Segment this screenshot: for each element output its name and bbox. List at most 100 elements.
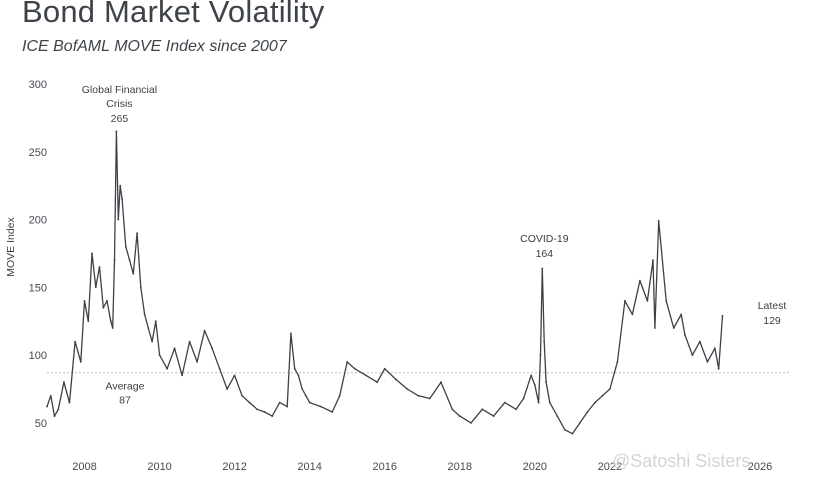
- data-point: [706, 361, 709, 363]
- y-tick-label-300: 300: [29, 79, 47, 91]
- x-tick-label-2018: 2018: [448, 461, 472, 473]
- data-point: [102, 306, 105, 309]
- data-point: [657, 220, 660, 222]
- data-point: [132, 272, 135, 275]
- watermark-text: @Satoshi Sisters: [612, 451, 751, 471]
- data-point: [68, 401, 71, 404]
- data-point: [639, 279, 641, 282]
- data-point: [699, 340, 701, 343]
- data-point: [458, 415, 461, 417]
- data-point: [87, 320, 90, 323]
- data-point: [293, 367, 296, 370]
- data-point: [117, 218, 120, 221]
- data-point: [616, 361, 619, 363]
- chart-subtitle: ICE BofAML MOVE Index since 2007: [22, 38, 287, 55]
- data-point: [515, 408, 517, 411]
- data-point: [539, 354, 542, 356]
- data-point: [109, 320, 112, 323]
- data-point: [106, 300, 108, 302]
- data-point: [53, 415, 56, 417]
- data-point: [383, 367, 386, 370]
- data-point: [256, 408, 258, 411]
- y-axis-label-group: MOVE Index: [5, 216, 17, 276]
- annotation-covid-value: 164: [536, 248, 554, 260]
- data-point: [263, 411, 266, 413]
- data-point: [522, 397, 525, 400]
- data-point: [290, 332, 292, 335]
- data-point: [451, 408, 454, 411]
- data-point: [665, 300, 668, 302]
- data-point: [428, 397, 431, 400]
- x-tick-label-2010: 2010: [147, 461, 171, 473]
- data-point: [376, 381, 379, 384]
- data-point: [346, 361, 349, 363]
- y-tick-label-100: 100: [29, 350, 47, 362]
- data-point: [115, 130, 118, 133]
- average-reference-group: Average 87: [47, 372, 790, 407]
- average-value: 87: [119, 395, 131, 407]
- data-point: [94, 286, 97, 289]
- data-point: [119, 184, 122, 187]
- x-tick-label-2020: 2020: [523, 461, 547, 473]
- data-point: [365, 374, 367, 377]
- data-point: [691, 354, 694, 356]
- y-tick-label-250: 250: [29, 147, 47, 159]
- data-point: [143, 313, 146, 316]
- data-point: [211, 347, 214, 350]
- data-point: [218, 367, 221, 370]
- annotation-latest-value: 129: [763, 315, 781, 327]
- y-tick-label-50: 50: [35, 418, 47, 430]
- data-point: [492, 415, 495, 417]
- data-point: [154, 320, 157, 323]
- series-line-0: [46, 130, 724, 435]
- data-point: [91, 252, 93, 255]
- data-point: [173, 347, 176, 350]
- data-point: [714, 347, 716, 350]
- data-point: [271, 415, 274, 417]
- data-point: [680, 313, 683, 316]
- x-tick-label-2022: 2022: [598, 461, 622, 473]
- data-point: [79, 361, 82, 363]
- data-point: [631, 313, 634, 316]
- data-point: [543, 340, 546, 343]
- data-point: [417, 394, 420, 397]
- annotation-latest-label: Latest: [758, 300, 787, 312]
- data-point: [241, 394, 244, 397]
- data-point: [624, 300, 626, 302]
- data-point: [233, 374, 236, 377]
- x-tick-label-2026: 2026: [748, 461, 772, 473]
- data-point: [128, 259, 131, 262]
- data-point: [203, 329, 206, 332]
- data-point: [286, 405, 289, 408]
- data-point: [721, 314, 724, 317]
- data-point: [609, 388, 611, 390]
- data-point: [151, 340, 154, 343]
- data-point: [717, 367, 720, 370]
- data-point: [503, 401, 506, 404]
- data-point: [406, 388, 409, 390]
- data-point: [556, 415, 559, 417]
- data-point: [395, 378, 397, 381]
- data-point: [305, 394, 307, 397]
- data-point: [684, 333, 686, 336]
- data-point: [226, 388, 229, 390]
- data-point: [594, 401, 596, 404]
- data-point: [470, 422, 472, 424]
- data-point: [188, 340, 191, 343]
- data-point: [579, 422, 581, 424]
- data-point: [181, 374, 184, 377]
- data-point: [98, 266, 101, 268]
- data-point: [353, 367, 356, 370]
- x-tick-label-2008: 2008: [72, 461, 96, 473]
- data-point: [571, 432, 574, 435]
- data-point: [654, 327, 656, 329]
- y-tick-label-200: 200: [29, 215, 47, 227]
- series-group: [46, 130, 724, 435]
- x-tick-labels: 2008 2010 2012 2014 2016 2018 2020 2022 2026: [72, 461, 772, 473]
- average-label: Average: [106, 381, 145, 393]
- data-point: [49, 394, 52, 397]
- data-point: [301, 388, 304, 390]
- data-point: [139, 286, 142, 289]
- annotation-gfc-label: Global Financial: [82, 84, 157, 96]
